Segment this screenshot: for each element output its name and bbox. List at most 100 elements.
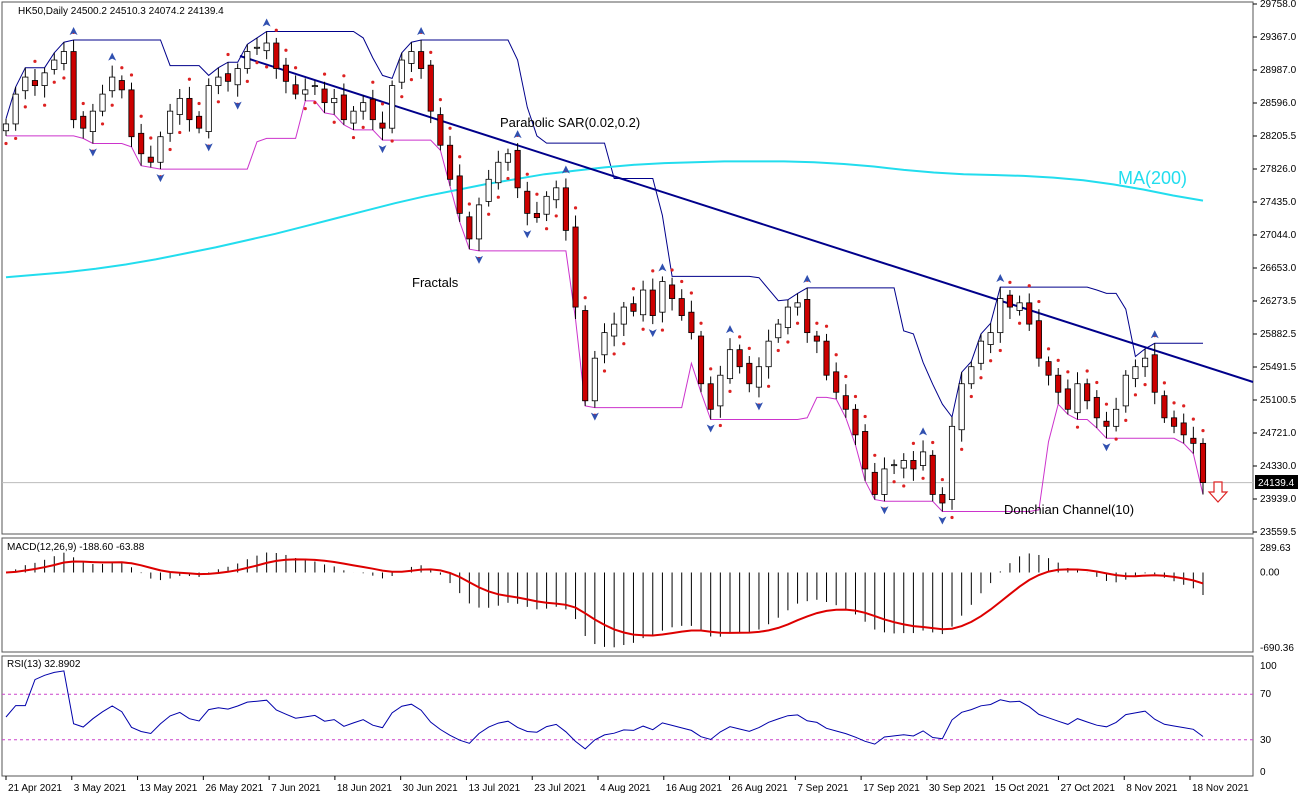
sar-dot — [950, 515, 954, 520]
date-axis-label: 18 Nov 2021 — [1192, 783, 1249, 794]
candle-body — [775, 323, 782, 339]
fractal-down-icon — [156, 174, 165, 183]
candle-body — [784, 306, 791, 328]
sar-dot — [14, 136, 18, 141]
candle-body — [379, 122, 386, 129]
price-axis-label: 27044.0 — [1260, 230, 1297, 241]
sar-dot — [390, 139, 394, 143]
sar-dot — [506, 176, 510, 181]
candle-body — [977, 340, 985, 364]
donchian-lower-line — [6, 100, 1204, 512]
candle-body — [495, 161, 502, 184]
candle-body — [128, 89, 135, 138]
candle-body — [649, 289, 656, 316]
sar-dot — [322, 72, 327, 76]
sar-dot — [62, 76, 66, 80]
sar-dot — [265, 65, 269, 69]
sar-dot — [1133, 393, 1138, 397]
current-price-label: 24139.4 — [1258, 478, 1295, 489]
macd-panel[interactable] — [1, 537, 1254, 653]
candle-body — [891, 464, 898, 467]
fractal-down-icon — [204, 143, 213, 152]
sar-dot — [873, 453, 877, 457]
fractal-up-icon — [1150, 330, 1159, 339]
candle-body — [1132, 366, 1139, 380]
fractal-down-icon — [88, 148, 97, 157]
candle-body — [186, 97, 193, 121]
date-axis-label: 27 Oct 2021 — [1060, 783, 1115, 794]
sar-dot — [535, 192, 539, 196]
sar-dot — [631, 287, 636, 291]
candle-body — [765, 340, 772, 368]
date-axis-label: 15 Oct 2021 — [995, 783, 1050, 794]
candle-body — [543, 195, 550, 215]
fractal-up-icon — [108, 52, 117, 61]
candle-body — [620, 306, 627, 325]
sar-dot — [52, 80, 56, 84]
price-axis-label: 23939.0 — [1260, 494, 1297, 505]
candle-body — [205, 85, 212, 133]
sar-dot — [274, 28, 278, 32]
candle-body — [109, 76, 116, 92]
date-axis-label: 7 Sep 2021 — [797, 783, 849, 794]
ma200-line — [5, 160, 1204, 279]
sar-dot — [699, 321, 703, 325]
candle-body — [389, 85, 396, 129]
candle-body — [910, 460, 917, 470]
candle-body — [234, 68, 241, 86]
candle-body — [369, 98, 376, 121]
candle-body — [360, 102, 367, 112]
annotation-donchian: Donchian Channel(10) — [1004, 502, 1134, 517]
candle-body — [350, 110, 357, 124]
candle-body — [582, 310, 589, 402]
sar-dot — [554, 214, 558, 218]
candle-body — [669, 284, 676, 299]
price-axis-label: 25100.5 — [1260, 395, 1297, 406]
sar-dot — [129, 73, 134, 77]
sar-dot — [583, 296, 587, 300]
date-axis-label: 17 Sep 2021 — [863, 783, 920, 794]
sar-dot — [911, 441, 916, 445]
candle-body — [446, 144, 454, 180]
date-axis-label: 30 Jun 2021 — [403, 783, 458, 794]
candle-body — [997, 298, 1004, 334]
candle-body — [475, 204, 483, 240]
candle-body — [871, 471, 878, 495]
sar-dot — [776, 348, 780, 353]
candle-body — [331, 97, 338, 104]
candle-body — [466, 216, 473, 240]
sar-dot — [43, 103, 47, 107]
candle-body — [2, 123, 10, 132]
macd-axis-label: -690.36 — [1260, 643, 1294, 654]
sar-dot — [168, 147, 172, 152]
sar-dot — [255, 61, 259, 65]
candle-body — [852, 408, 859, 436]
macd-label: MACD(12,26,9) -188.60 -63.88 — [7, 542, 145, 553]
candle-body — [678, 298, 685, 316]
sar-dot — [747, 346, 751, 350]
price-axis-label: 29367.0 — [1260, 32, 1297, 43]
candle-body — [282, 64, 289, 82]
fractal-down-icon — [648, 329, 657, 338]
candle-body — [427, 64, 434, 112]
candle-body — [630, 303, 637, 312]
sar-dot — [313, 101, 317, 105]
sar-dot — [1095, 380, 1099, 385]
date-axis-label: 26 May 2021 — [205, 783, 263, 794]
candle-body — [1055, 374, 1062, 393]
date-axis-label: 4 Aug 2021 — [600, 783, 651, 794]
sar-dot — [351, 135, 356, 140]
sar-dot — [940, 477, 944, 482]
rsi-axis-label: 30 — [1260, 735, 1272, 746]
donchian-upper-line — [5, 31, 1203, 419]
rsi-axis-label: 100 — [1260, 661, 1277, 672]
rsi-panel[interactable] — [1, 655, 1254, 777]
price-axis-label: 26653.0 — [1260, 263, 1297, 274]
sar-dot — [680, 279, 684, 284]
candle-body — [253, 46, 261, 49]
sar-dot — [1027, 284, 1031, 288]
sar-dot — [1172, 401, 1176, 405]
sar-dot — [863, 414, 867, 419]
sar-dot — [361, 125, 365, 129]
